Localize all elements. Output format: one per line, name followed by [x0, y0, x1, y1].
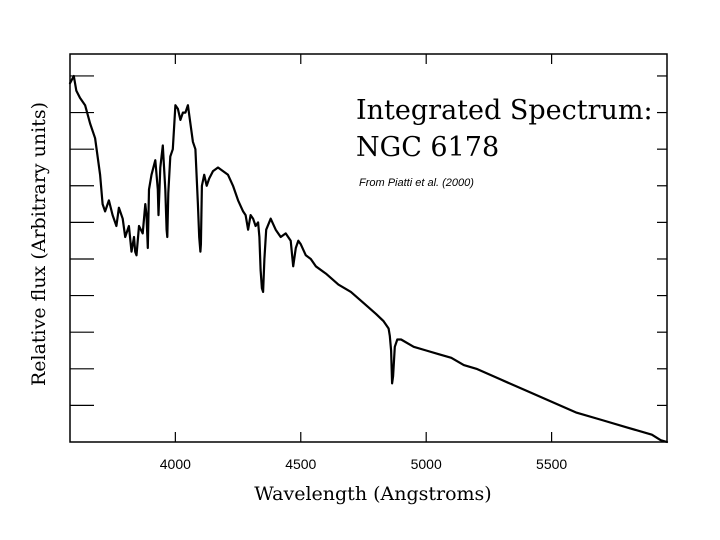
x-tick-label-5000: 5000: [411, 456, 442, 472]
x-axis-ticks: 4000 4500 5000 5500: [160, 54, 567, 472]
spectrum-line: [68, 74, 669, 444]
x-axis-label: Wavelength (Angstroms): [254, 483, 491, 505]
y-axis-ticks: [70, 75, 667, 406]
x-tick-label-4000: 4000: [160, 456, 191, 472]
x-tick-label-4500: 4500: [285, 456, 316, 472]
chart-title: Integrated Spectrum:: [356, 95, 653, 126]
y-axis-label: Relative flux (Arbitrary units): [28, 102, 50, 386]
x-tick-label-5500: 5500: [536, 456, 567, 472]
chart-subtitle: NGC 6178: [356, 132, 499, 163]
plot-frame: [69, 53, 668, 443]
citation-annotation: From Piatti et al. (2000): [359, 177, 474, 189]
